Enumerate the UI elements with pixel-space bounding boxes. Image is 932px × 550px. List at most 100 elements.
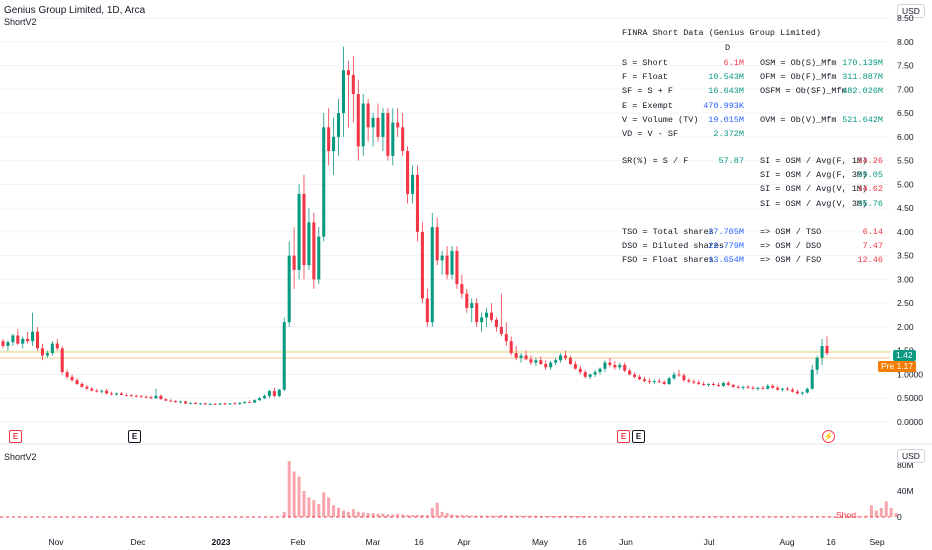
price-tick-label: 2.00 <box>897 322 914 332</box>
short-volume-bar <box>292 471 296 517</box>
currency-button[interactable]: USD <box>897 4 925 18</box>
candle-body <box>258 398 262 401</box>
short-volume-bar <box>583 516 587 517</box>
short-volume-bar <box>692 516 696 517</box>
candle-body <box>504 334 508 342</box>
candle-body <box>411 174 415 194</box>
short-volume-bar <box>519 515 523 517</box>
candle-body <box>75 380 79 384</box>
candle-body <box>470 303 474 308</box>
candle-body <box>164 399 168 401</box>
time-tick-label: 16 <box>826 537 836 547</box>
candle-body <box>662 382 666 384</box>
candle-body <box>785 388 790 390</box>
lightning-icon[interactable]: ⚡ <box>822 430 835 443</box>
candle-body <box>203 403 207 405</box>
short-volume-bar <box>879 507 883 517</box>
short-volume-bar <box>549 516 553 517</box>
row-label: OSFM = Ob(SF)_Mfm <box>760 86 847 97</box>
short-volume-bar <box>460 515 464 517</box>
candle-body <box>494 319 498 327</box>
candle-body <box>218 403 222 405</box>
candle-body <box>544 364 548 368</box>
row-label: S = Short <box>622 58 668 68</box>
short-volume-bar <box>499 515 503 517</box>
table-row: S = Short 6.1M OSM = Ob(S)_Mfm 170.139M <box>622 58 883 72</box>
price-tick-label: 3.00 <box>897 274 914 284</box>
lower-currency-button[interactable]: USD <box>897 449 925 463</box>
table-title: FINRA Short Data (Genius Group Limited) <box>622 28 821 38</box>
time-tick-label: Feb <box>291 537 306 547</box>
candle-body <box>351 75 355 95</box>
candle-body <box>336 113 341 137</box>
candle-body <box>578 368 582 373</box>
candle-body <box>489 312 494 320</box>
candle-body <box>45 353 49 356</box>
candle-body <box>593 372 597 375</box>
candle-body <box>386 113 390 156</box>
candle-body <box>110 393 114 395</box>
candle-body <box>272 391 276 396</box>
earnings-icon[interactable]: E <box>617 430 630 443</box>
candle-body <box>174 401 178 403</box>
table-row: DSO = Diluted shares 22.779M => OSM / DSO 7… <box>622 241 883 255</box>
candle-body <box>11 335 15 343</box>
short-volume-bar <box>341 510 345 517</box>
short-volume-bar <box>534 515 538 517</box>
symbol-title[interactable]: Genius Group Limited, 1D, Arca <box>4 5 146 16</box>
candle-body <box>233 403 237 405</box>
candle-body <box>341 70 345 114</box>
candle-body <box>642 379 646 382</box>
row-value: 24.26 <box>857 156 883 166</box>
dividend-icon[interactable]: E <box>632 430 645 443</box>
short-volume-bar <box>633 516 637 517</box>
short-volume-bar <box>637 516 642 517</box>
candle-body <box>144 396 148 398</box>
short-volume-bar <box>563 515 568 517</box>
price-tick-label: 7.50 <box>897 61 914 71</box>
row-label: => OSM / TSO <box>760 227 822 237</box>
price-tick-label: 6.00 <box>897 132 914 142</box>
row-label: DSO = Diluted shares <box>622 241 725 252</box>
candle-body <box>613 364 617 368</box>
short-volume-bar <box>746 516 750 517</box>
candle-body <box>60 348 64 373</box>
short-volume-bar <box>297 476 301 517</box>
price-tick-label: 4.50 <box>897 203 914 213</box>
time-axis: Nov Dec 2023 Feb Mar 16 Apr May 16 Jun Jul Aug 16 Sep <box>48 537 884 547</box>
candle-body <box>40 348 45 356</box>
candle-body <box>253 400 257 403</box>
short-volume-bar <box>376 513 380 517</box>
lower-indicator-label[interactable]: ShortV2 <box>4 452 37 462</box>
candle-body <box>228 403 232 405</box>
short-volume-bar <box>608 516 612 517</box>
candle-body <box>825 345 829 354</box>
candle-body <box>396 122 400 128</box>
short-volume-bar <box>850 516 854 517</box>
time-tick-label: 2023 <box>212 537 231 547</box>
row-value: 57.87 <box>718 156 744 166</box>
row-value: 10.543M <box>708 72 744 83</box>
candle-body <box>485 312 489 318</box>
short-volume-bar <box>884 501 888 517</box>
row-value: 27.705M <box>708 227 744 237</box>
candle-body <box>667 378 671 384</box>
candle-body <box>267 391 271 396</box>
dividend-icon[interactable]: E <box>128 430 141 443</box>
candle-body <box>114 393 119 395</box>
time-tick-label: Jun <box>619 537 633 547</box>
short-volume-bar <box>356 511 360 517</box>
short-volume-bar <box>509 515 513 517</box>
indicator-label[interactable]: ShortV2 <box>4 17 37 27</box>
price-tick-label: 6.50 <box>897 108 914 118</box>
row-value: 470.993K <box>703 100 744 111</box>
candle-body <box>563 355 568 358</box>
short-volume-bar <box>805 516 809 517</box>
earnings-icon[interactable]: E <box>9 430 22 443</box>
candle-body <box>346 70 350 76</box>
short-volume-bar <box>312 500 316 517</box>
short-volume-bar <box>800 516 804 517</box>
candle-body <box>460 284 464 294</box>
candle-body <box>371 117 375 128</box>
